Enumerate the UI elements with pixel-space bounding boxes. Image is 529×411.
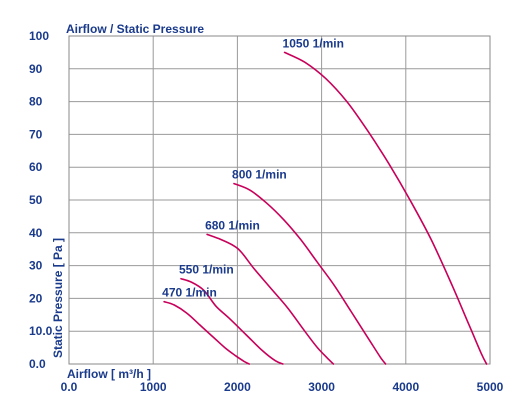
x-tick-label: 4000 [392, 380, 419, 394]
series-label-4: 470 1/min [162, 286, 217, 300]
plot-frame [68, 35, 491, 365]
x-tick-label: 5000 [477, 380, 504, 394]
series-line-0 [283, 51, 488, 365]
x-tick-label: 0.0 [61, 380, 78, 394]
series-label-0: 1050 1/min [283, 36, 344, 50]
y-tick-label: 80 [29, 95, 43, 109]
series-label-2: 680 1/min [205, 218, 260, 232]
y-tick-label: 30 [29, 259, 43, 273]
y-tick-label: 90 [29, 62, 43, 76]
curves [163, 51, 488, 365]
x-tick-label: 3000 [308, 380, 335, 394]
series-line-1 [233, 182, 387, 365]
x-tick-label: 2000 [224, 380, 251, 394]
y-axis-ticks: 0.0 10.0 20 30 40 50 60 70 80 90 100 [29, 29, 53, 371]
y-tick-label: 20 [29, 291, 43, 305]
y-axis-label: Static Pressure [ Pa ] [51, 238, 65, 358]
y-tick-label: 60 [29, 160, 43, 174]
series-line-4 [163, 300, 250, 365]
grid [68, 35, 491, 365]
series-label-1: 800 1/min [232, 168, 287, 182]
series-labels: 1050 1/min 800 1/min 680 1/min 550 1/min 470… [162, 36, 344, 299]
y-tick-label: 0.0 [29, 357, 46, 371]
x-axis-label: Airflow [ m³/h ] [67, 367, 151, 381]
x-axis-ticks: 0.0 1000 2000 3000 4000 5000 [61, 380, 504, 394]
x-tick-label: 1000 [140, 380, 167, 394]
y-tick-label: 70 [29, 127, 43, 141]
series-line-3 [180, 277, 284, 365]
y-tick-label: 50 [29, 193, 43, 207]
chart-title: Airflow / Static Pressure [66, 22, 204, 36]
y-tick-label: 10.0 [29, 324, 53, 338]
y-tick-label: 100 [29, 29, 49, 43]
y-tick-label: 40 [29, 226, 43, 240]
series-label-3: 550 1/min [179, 263, 234, 277]
series-line-2 [206, 233, 335, 365]
